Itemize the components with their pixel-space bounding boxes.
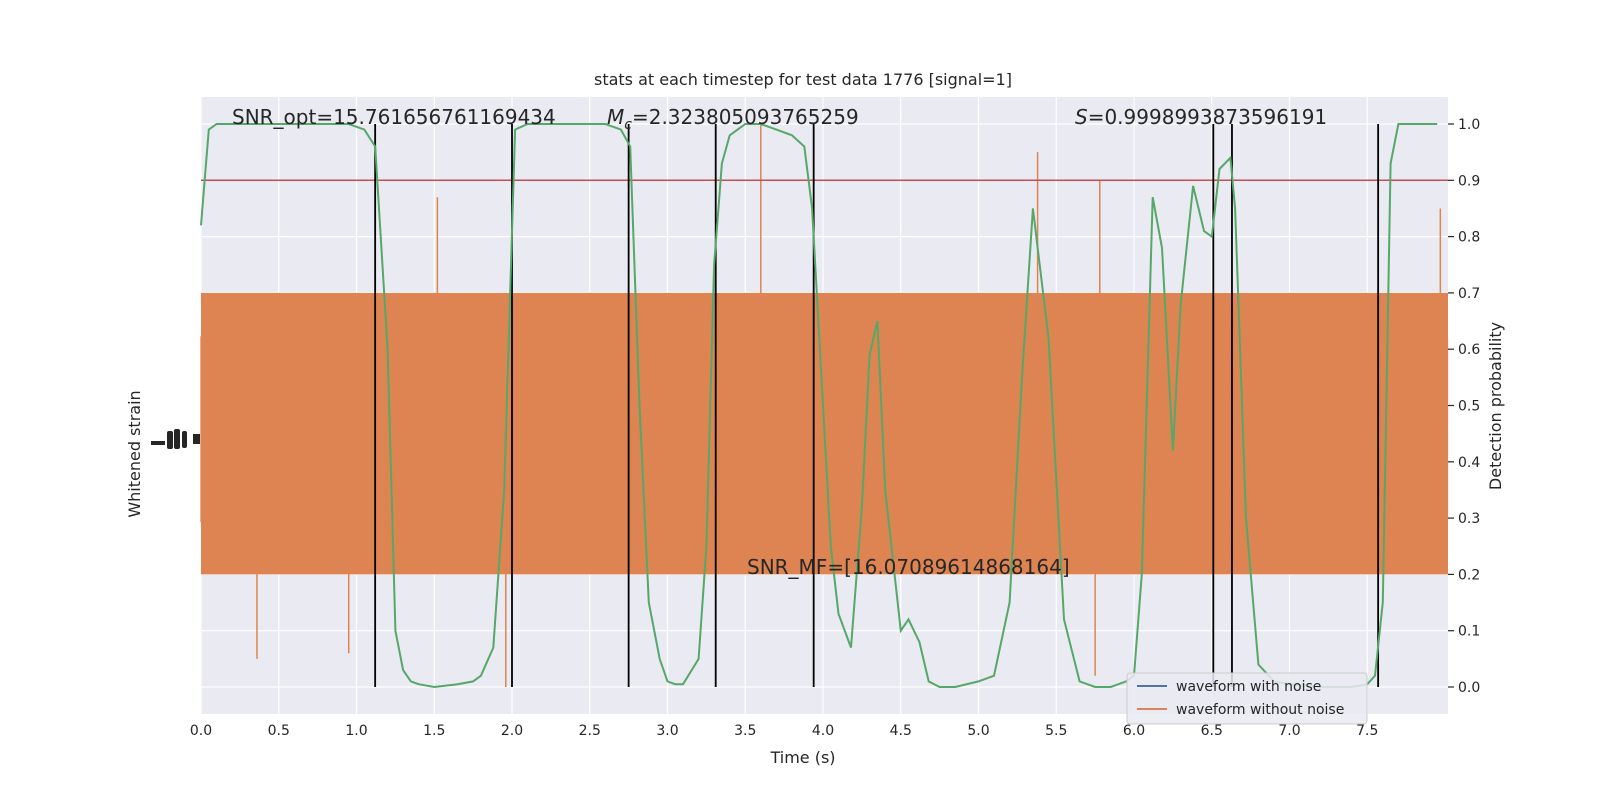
legend-box <box>1126 672 1368 725</box>
y-right-tick-label: 0.3 <box>1458 511 1480 527</box>
x-tick-label: 4.0 <box>812 723 834 739</box>
x-tick-label: 1.5 <box>423 723 445 739</box>
legend-label-with-noise: waveform with noise <box>1176 679 1321 695</box>
detection-probability-line <box>200 123 1438 689</box>
significance-annotation: S=0.9998993873596191 <box>1075 105 1327 129</box>
y-right-tick-label: 1.0 <box>1458 117 1480 133</box>
x-tick-label: 0.0 <box>190 723 212 739</box>
x-tick-label: 2.5 <box>579 723 601 739</box>
x-axis-label: Time (s) <box>769 748 835 767</box>
y-left-axis-label: Whitened strain <box>125 390 144 517</box>
legend: waveform with noise waveform without noi… <box>1126 672 1368 725</box>
y-right-tick-label: 0.7 <box>1458 286 1480 302</box>
x-tick-label: 3.5 <box>734 723 756 739</box>
y-right-tick-label: 0.4 <box>1458 455 1480 471</box>
event-vertical-lines <box>374 124 1380 687</box>
y-right-tick-label: 0.0 <box>1458 680 1480 696</box>
y-right-tick-label: 0.6 <box>1458 342 1480 358</box>
y-right-tick-label: 0.8 <box>1458 230 1480 246</box>
y-right-axis-label: Detection probability <box>1486 322 1505 490</box>
y-right-tick-label: 0.9 <box>1458 173 1480 189</box>
x-tick-label: 4.5 <box>890 723 912 739</box>
x-tick-label: 7.0 <box>1278 723 1300 739</box>
y-right-tick-labels: 0.0 0.1 0.2 0.3 0.4 0.5 0.6 0.7 0.8 0.9 1.0 <box>1448 117 1480 696</box>
x-tick-label: 6.0 <box>1123 723 1145 739</box>
x-tick-label: 0.5 <box>268 723 290 739</box>
x-tick-label: 1.0 <box>345 723 367 739</box>
x-tick-label: 3.0 <box>656 723 678 739</box>
y-right-tick-label: 0.2 <box>1458 567 1480 583</box>
chirp-mass-annotation: Mc=2.323805093765259 <box>607 105 859 133</box>
snr-opt-annotation: SNR_opt=15.761656761169434 <box>232 105 556 129</box>
x-tick-labels: 0.0 0.5 1.0 1.5 2.0 2.5 3.0 3.5 4.0 4.5 5.0 5.5 6.0 6… <box>190 723 1379 739</box>
x-tick-label: 5.0 <box>967 723 989 739</box>
x-tick-label: 6.5 <box>1201 723 1223 739</box>
x-tick-label: 5.5 <box>1045 723 1067 739</box>
x-tick-label: 7.5 <box>1356 723 1378 739</box>
y-right-tick-label: 0.5 <box>1458 399 1480 415</box>
snr-mf-annotation: SNR_MF=[16.07089614868164] <box>747 555 1070 579</box>
y-left-ticks-cluster <box>151 429 200 449</box>
legend-label-without-noise: waveform without noise <box>1176 702 1344 718</box>
y-right-tick-label: 0.1 <box>1458 624 1480 640</box>
x-tick-label: 2.0 <box>501 723 523 739</box>
chart-title: stats at each timestep for test data 177… <box>594 70 1012 89</box>
